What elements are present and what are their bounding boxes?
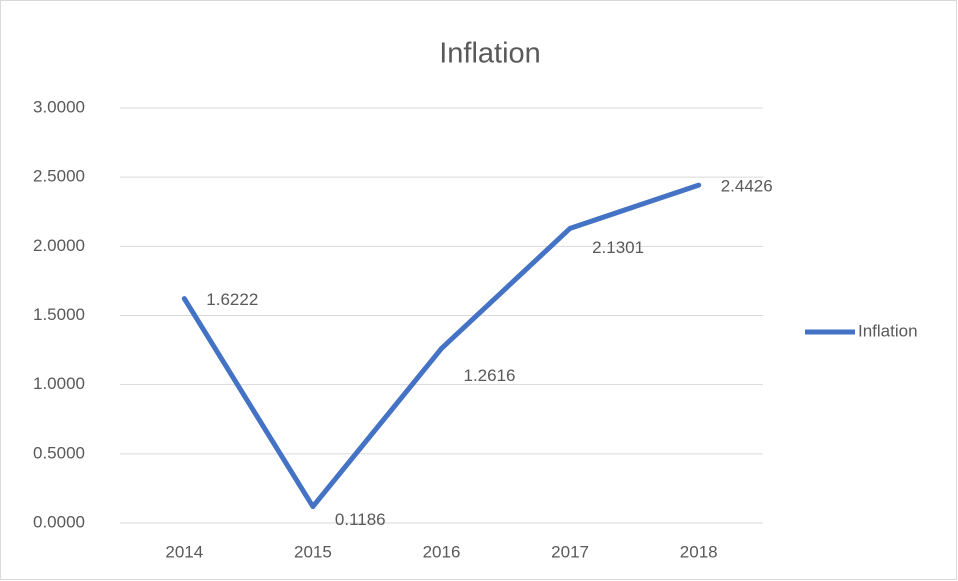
x-tick-label: 2014: [165, 542, 203, 561]
y-tick-label: 2.0000: [33, 236, 85, 255]
y-tick-label: 0.0000: [33, 512, 85, 531]
x-tick-label: 2016: [423, 542, 461, 561]
y-tick-label: 1.0000: [33, 374, 85, 393]
chart-title: Inflation: [439, 38, 541, 70]
data-label: 2.1301: [592, 238, 644, 257]
x-tick-label: 2015: [294, 542, 332, 561]
y-tick-label: 2.5000: [33, 167, 85, 186]
data-label: 0.1186: [335, 510, 386, 529]
data-label: 1.6222: [206, 290, 258, 309]
y-tick-label: 3.0000: [33, 97, 85, 116]
y-tick-label: 0.5000: [33, 443, 85, 462]
legend-label: Inflation: [858, 321, 918, 340]
y-tick-label: 1.5000: [33, 305, 85, 324]
x-tick-label: 2017: [551, 542, 589, 561]
data-label: 2.4426: [721, 177, 773, 196]
data-line: [181, 182, 702, 510]
x-tick-label: 2018: [680, 542, 718, 561]
data-label: 1.2616: [464, 366, 516, 385]
